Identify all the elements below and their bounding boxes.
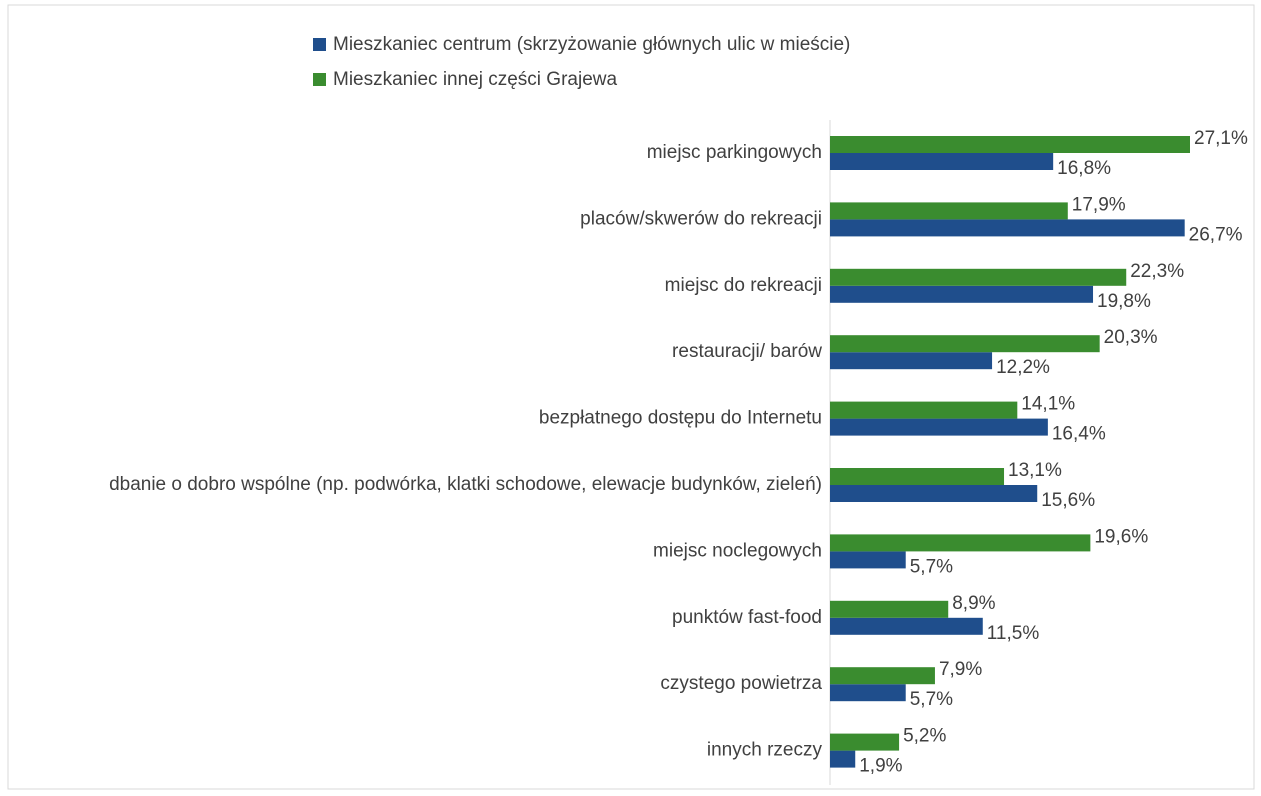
value-label: 8,9%	[952, 593, 995, 614]
category-label: placów/skwerów do rekreacji	[580, 208, 822, 229]
bar	[830, 352, 993, 370]
legend-swatch	[313, 73, 326, 86]
bar	[830, 401, 1018, 419]
bar	[830, 153, 1054, 170]
value-label: 5,7%	[910, 556, 953, 577]
value-label: 14,1%	[1021, 394, 1075, 415]
value-label: 7,9%	[939, 659, 982, 680]
value-label: 5,7%	[910, 689, 953, 710]
value-label: 26,7%	[1189, 224, 1243, 245]
value-label: 16,8%	[1057, 158, 1111, 179]
chart-frame	[7, 4, 1255, 790]
bar	[830, 418, 1048, 436]
value-label: 12,2%	[996, 357, 1050, 378]
bar	[830, 335, 1100, 353]
value-label: 1,9%	[859, 756, 902, 777]
bar	[830, 534, 1091, 552]
value-label: 19,8%	[1097, 291, 1151, 312]
value-label: 13,1%	[1008, 460, 1062, 481]
category-label: dbanie o dobro wspólne (np. podwórka, kl…	[109, 474, 822, 495]
category-label: bezpłatnego dostępu do Internetu	[539, 408, 822, 429]
value-label: 15,6%	[1041, 490, 1095, 511]
bar	[830, 285, 1094, 303]
bar	[830, 219, 1185, 237]
bar	[830, 268, 1127, 286]
value-label: 16,4%	[1052, 424, 1106, 445]
bar	[830, 733, 900, 751]
value-label: 22,3%	[1130, 261, 1184, 282]
bar	[830, 750, 856, 768]
value-label: 17,9%	[1072, 194, 1126, 215]
legend-label: Mieszkaniec innej części Grajewa	[333, 69, 617, 90]
category-label: miejsc do rekreacji	[665, 275, 822, 296]
value-label: 20,3%	[1104, 327, 1158, 348]
bar	[830, 468, 1005, 485]
value-label: 19,6%	[1094, 526, 1148, 547]
bar	[830, 485, 1038, 502]
category-label: restauracji/ barów	[672, 341, 822, 362]
category-label: punktów fast-food	[672, 607, 822, 628]
bar	[830, 202, 1068, 220]
legend-label: Mieszkaniec centrum (skrzyżowanie główny…	[333, 34, 850, 55]
value-label: 5,2%	[903, 726, 946, 747]
bar	[830, 667, 935, 685]
value-label: 11,5%	[987, 623, 1040, 644]
category-label: czystego powietrza	[660, 673, 822, 694]
legend-swatch	[313, 38, 326, 51]
bar	[830, 136, 1190, 153]
category-label: miejsc parkingowych	[647, 142, 822, 163]
bar	[830, 684, 906, 702]
bar	[830, 551, 906, 569]
bar	[830, 617, 983, 635]
bar	[830, 600, 949, 618]
category-label: innych rzeczy	[707, 740, 823, 761]
value-label: 27,1%	[1194, 128, 1248, 149]
category-label: miejsc noclegowych	[653, 540, 822, 561]
